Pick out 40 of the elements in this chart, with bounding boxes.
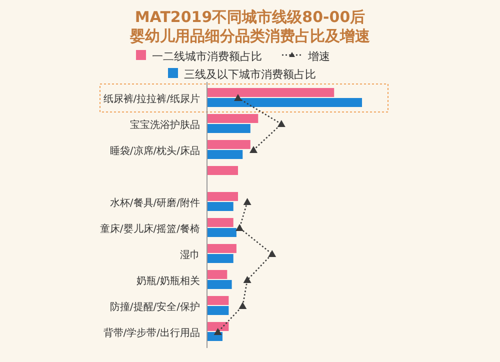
bar (207, 322, 229, 331)
point (243, 198, 252, 205)
y-tick-label: 睡袋/凉席/枕头/床品 (110, 145, 200, 157)
bar (207, 140, 250, 149)
legend-label: 增速 (307, 50, 330, 63)
title: MAT2019不同城市线级80-00后 婴幼儿用品细分品类消费占比及增速 (130, 8, 370, 45)
point (268, 250, 276, 257)
point (250, 146, 258, 153)
legend-label: 三线及以下城市消费额占比 (184, 68, 316, 81)
bar (207, 296, 229, 305)
point (277, 120, 286, 127)
bar (207, 270, 228, 279)
point (243, 276, 252, 283)
bar (207, 280, 232, 289)
bar (207, 88, 334, 97)
bar (207, 254, 234, 263)
y-tick-label: 童床/婴儿床/摇篮/餐椅 (100, 223, 200, 235)
bar (207, 150, 243, 159)
y-tick-label: 奶瓶/奶瓶相关 (136, 275, 200, 287)
y-tick-label: 宝宝洗浴护肤品 (130, 119, 200, 131)
y-tick-label: 纸尿裤/拉拉裤/纸尿片 (103, 93, 200, 105)
bar (207, 98, 362, 107)
y-tick-label: 防撞/提醒/安全/保护 (110, 301, 200, 313)
bar (207, 166, 238, 175)
y-tick-label: 水杯/餐具/研磨/附件 (110, 197, 200, 209)
point (214, 328, 222, 335)
point (236, 224, 244, 231)
point (238, 302, 247, 309)
bar (207, 244, 236, 253)
bar (207, 228, 236, 237)
bar (207, 202, 234, 211)
bar (207, 114, 258, 123)
bar (207, 218, 234, 227)
bar (207, 306, 229, 315)
bar (207, 124, 250, 133)
y-tick-label: 湿巾 (180, 249, 200, 261)
point (234, 94, 242, 101)
bar (207, 192, 238, 201)
legend-label: 一二线城市消费额占比 (152, 50, 262, 63)
y-tick-label: 背带/学步带/出行用品 (103, 327, 200, 339)
